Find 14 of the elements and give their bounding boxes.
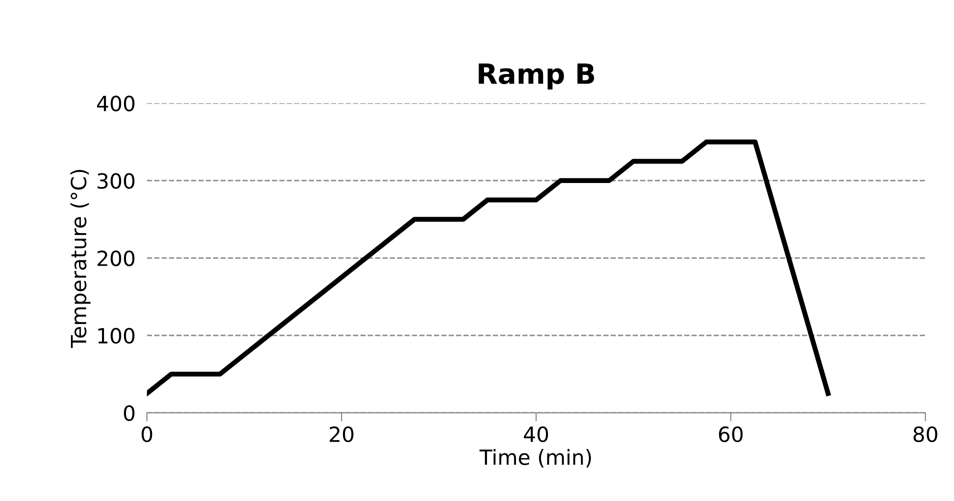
chart-title: Ramp B bbox=[478, 64, 594, 90]
y-tick-label: 0 bbox=[124, 405, 134, 422]
x-tick-label: 40 bbox=[524, 426, 548, 442]
y-axis-title: Temperature (°C) bbox=[70, 170, 90, 348]
x-tick-label: 60 bbox=[718, 426, 743, 442]
y-tick-label: 300 bbox=[98, 173, 134, 189]
x-tick-label: 20 bbox=[330, 426, 354, 442]
y-tick-label: 400 bbox=[97, 96, 134, 112]
y-tick-label: 100 bbox=[98, 328, 134, 344]
y-tick-label: 200 bbox=[98, 250, 134, 266]
x-axis-title: Time (min) bbox=[480, 448, 591, 468]
x-tick-label: 80 bbox=[914, 426, 938, 442]
x-tick-label: 0 bbox=[142, 426, 152, 442]
line-series bbox=[146, 139, 830, 396]
